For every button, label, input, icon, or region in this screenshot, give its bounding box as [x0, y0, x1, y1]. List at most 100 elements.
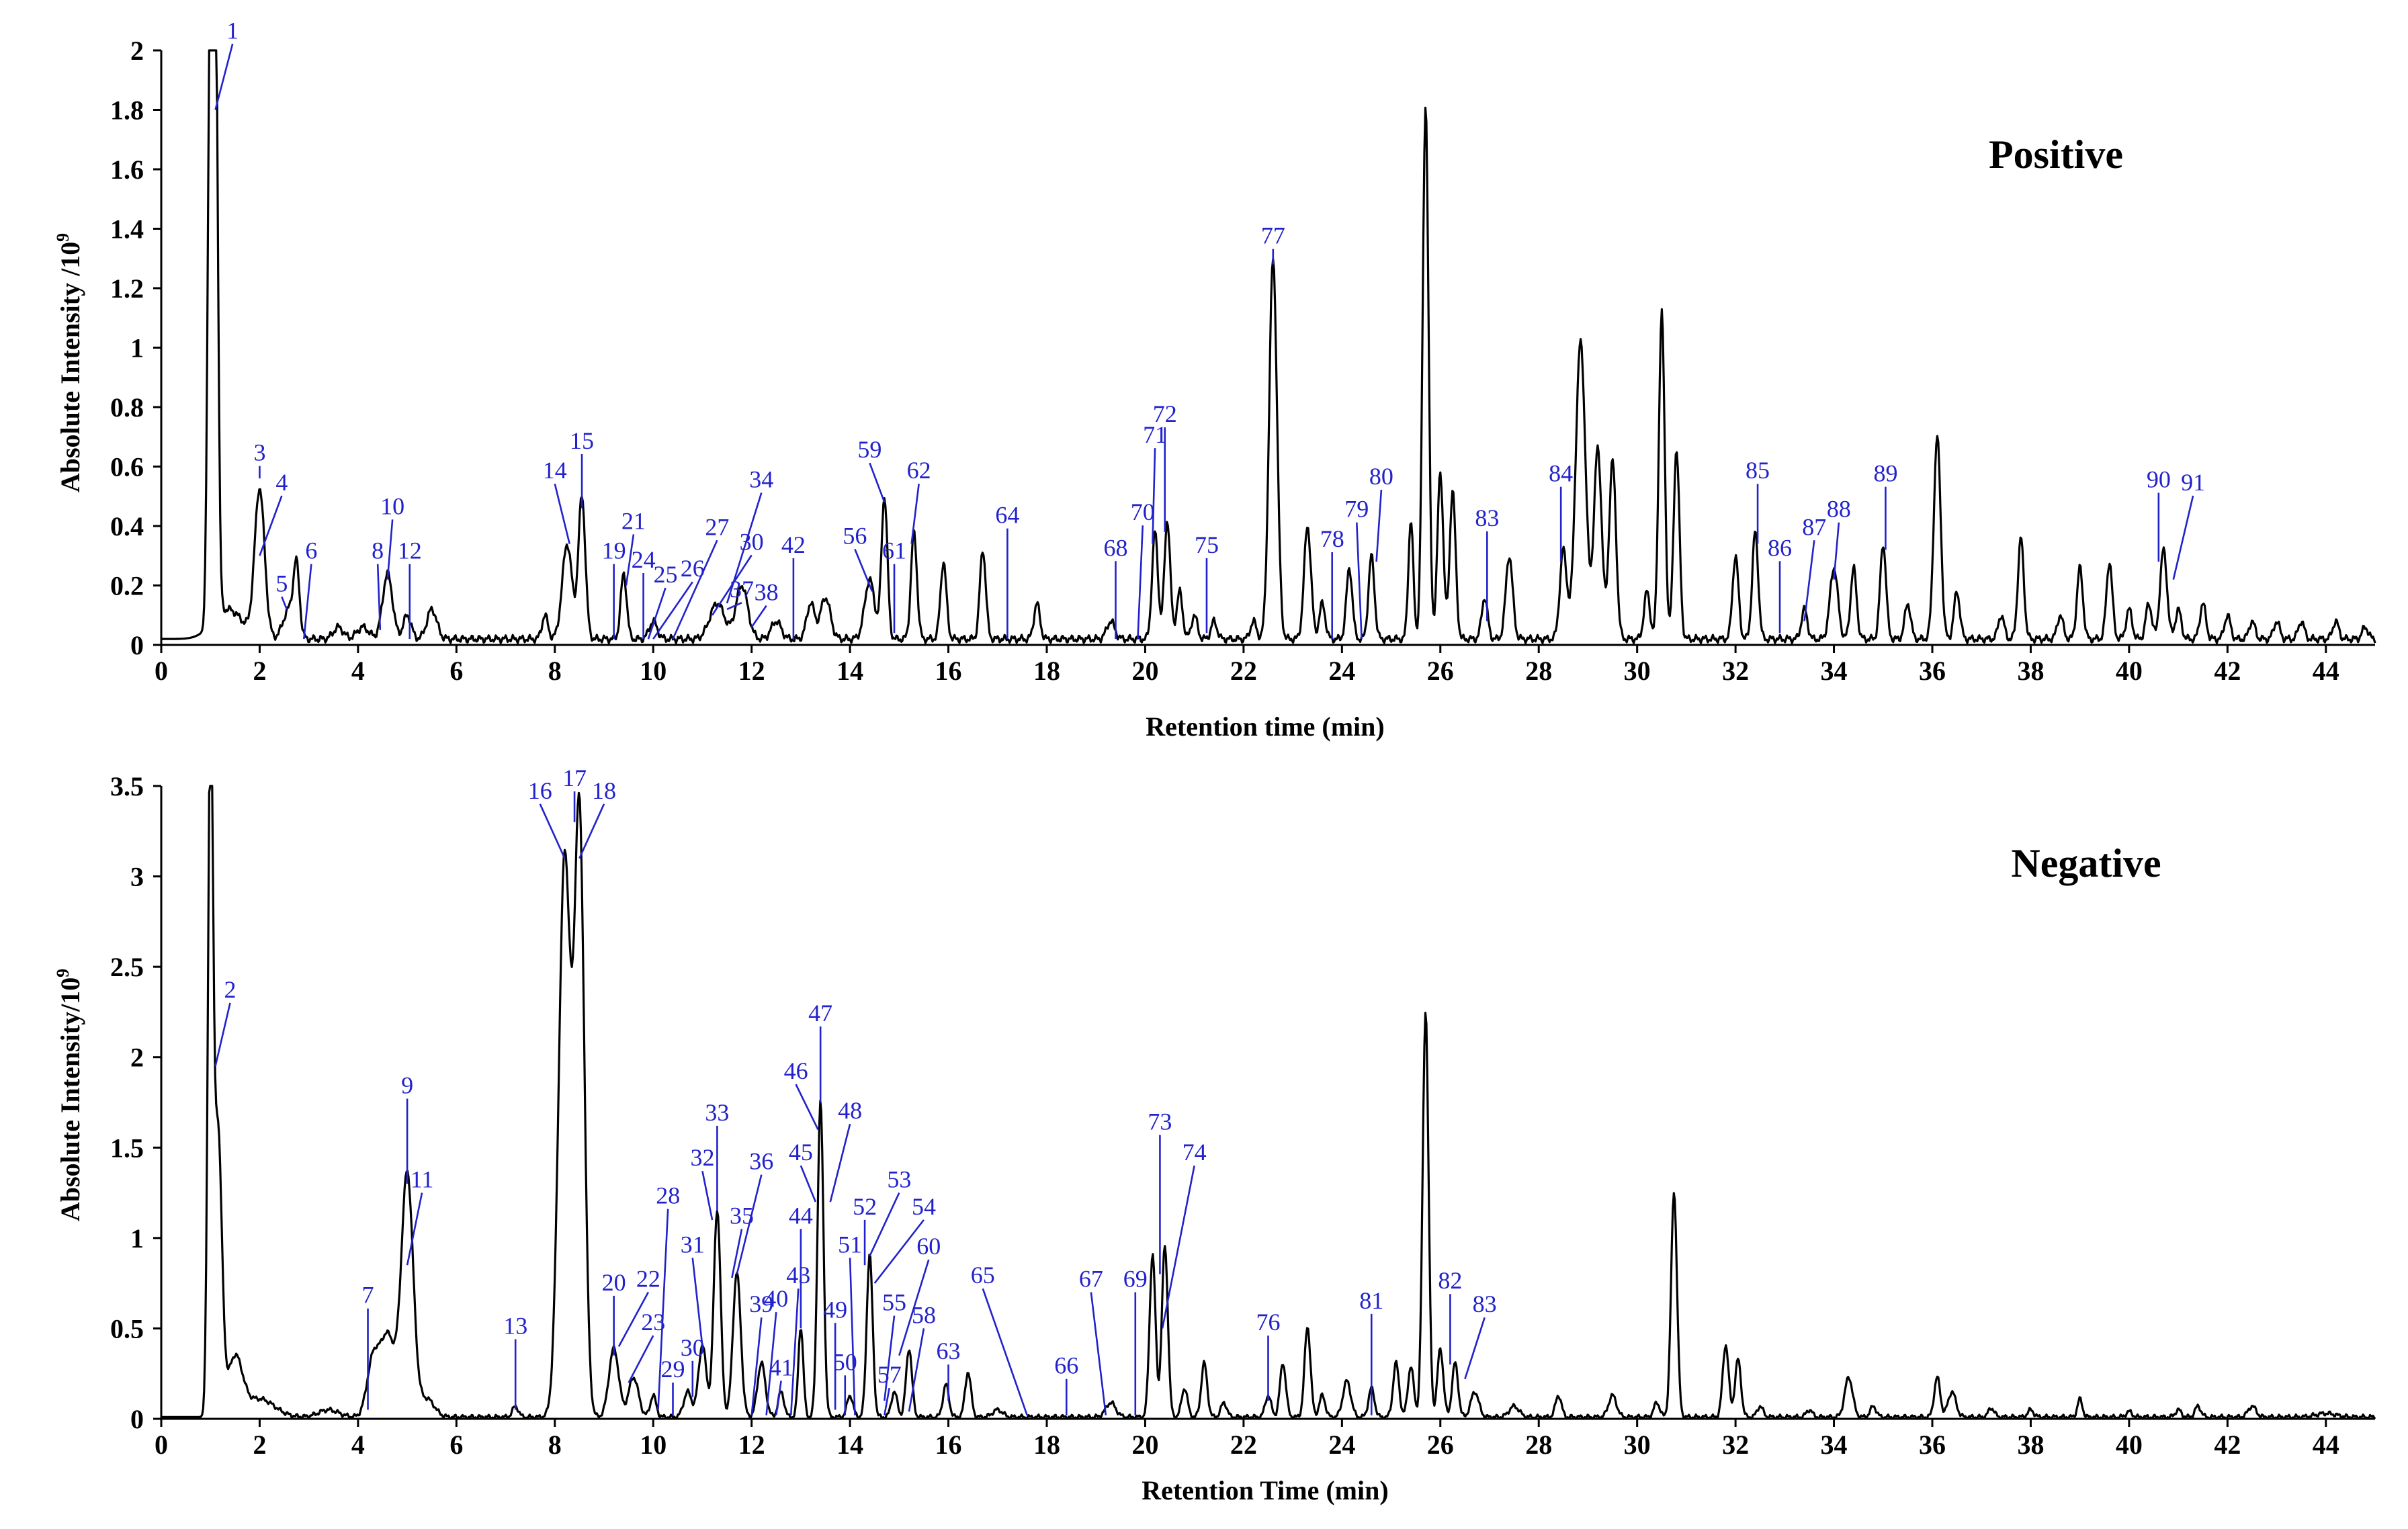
negative-y-ticks: 0 0.5 1 1.5 2 2.5 3 3.5 — [110, 771, 161, 1434]
positive-peak-label: 71 — [1143, 421, 1167, 448]
positive-peak-label: 15 — [570, 427, 594, 454]
negative-peak-leader — [869, 1192, 900, 1257]
negative-peak-leader — [750, 1317, 763, 1415]
negative-x-tick-label: 20 — [1131, 1430, 1158, 1460]
positive-x-ticks: 0 2 4 6 8 10 12 14 16 18 20 22 24 26 28 30 32 34 36 38 40 42 4… — [155, 645, 2339, 686]
positive-peak-leader — [1833, 522, 1840, 580]
negative-peak-leader — [789, 1288, 800, 1415]
negative-peak-label: 49 — [823, 1296, 847, 1323]
positive-peak-leader — [869, 462, 886, 503]
positive-x-tick-label: 16 — [935, 656, 962, 686]
negative-x-tick-label: 44 — [2313, 1430, 2339, 1460]
positive-peak-label: 91 — [2181, 469, 2205, 496]
positive-peak-label: 78 — [1320, 525, 1344, 552]
negative-x-tick-label: 24 — [1328, 1430, 1355, 1460]
negative-y-tick-label: 0 — [130, 1404, 144, 1434]
positive-peak-label: 12 — [398, 537, 422, 564]
negative-x-tick-label: 8 — [548, 1430, 562, 1460]
positive-x-tick-label: 40 — [2116, 656, 2143, 686]
positive-x-tick-label: 4 — [351, 656, 365, 686]
negative-peak-leader — [1464, 1317, 1486, 1380]
positive-peak-leader — [1375, 489, 1383, 562]
positive-peak-label: 10 — [380, 492, 404, 519]
negative-x-tick-label: 36 — [1919, 1430, 1946, 1460]
positive-peak-leader — [2172, 495, 2194, 580]
negative-x-tick-label: 18 — [1033, 1430, 1060, 1460]
positive-peak-leader — [386, 519, 394, 580]
positive-peak-label: 26 — [681, 555, 705, 582]
negative-peak-leader — [898, 1259, 930, 1356]
negative-x-tick-label: 6 — [449, 1430, 463, 1460]
negative-peak-leader — [849, 1258, 856, 1415]
negative-x-tick-label: 26 — [1427, 1430, 1454, 1460]
negative-x-tick-label: 2 — [253, 1430, 266, 1460]
negative-peak-leader — [884, 1315, 896, 1401]
positive-peak-label: 21 — [621, 507, 646, 534]
negative-peak-label: 22 — [636, 1266, 660, 1293]
positive-peak-leader — [281, 596, 288, 610]
negative-peak-label: 32 — [690, 1144, 714, 1171]
negative-x-ticks: 0 2 4 6 8 10 12 14 16 18 20 22 24 26 28 30 32 34 36 38 40 42 4… — [155, 1419, 2339, 1460]
negative-ion-chromatogram: 0 2 4 6 8 10 12 14 16 18 20 22 24 26 28 30 32 34 36 38 40 42 4… — [53, 764, 2376, 1505]
positive-peak-label: 30 — [740, 528, 764, 555]
negative-peak-leader — [628, 1335, 654, 1383]
positive-peak-label: 19 — [602, 537, 626, 564]
negative-peak-label: 7 — [362, 1282, 374, 1309]
negative-mode-label: Negative — [2011, 841, 2161, 885]
negative-peak-label: 33 — [705, 1099, 729, 1126]
negative-y-tick-label: 1 — [130, 1223, 144, 1254]
positive-peak-label: 62 — [907, 457, 931, 484]
positive-y-tick-label: 1.4 — [110, 214, 144, 245]
positive-y-axis-title: Absolute Intensity /109 — [53, 233, 85, 492]
positive-trace-layer — [161, 49, 2376, 644]
positive-peak-leader — [726, 492, 763, 604]
positive-peak-label: 38 — [755, 579, 779, 606]
positive-x-tick-label: 30 — [1624, 656, 1651, 686]
positive-peak-label: 72 — [1153, 400, 1177, 427]
positive-x-tick-label: 42 — [2214, 656, 2241, 686]
negative-peak-label: 73 — [1148, 1108, 1172, 1135]
negative-y-tick-label: 3.5 — [110, 771, 144, 801]
negative-axes — [160, 786, 2375, 1420]
positive-peak-leader — [259, 495, 283, 556]
negative-peak-leader — [775, 1381, 782, 1415]
positive-x-tick-label: 44 — [2313, 656, 2339, 686]
positive-x-tick-label: 8 — [548, 656, 562, 686]
negative-peak-leader — [1161, 1165, 1195, 1329]
positive-y-tick-label: 0 — [130, 630, 144, 660]
positive-y-tick-label: 1 — [130, 333, 144, 363]
negative-peak-leader — [617, 1291, 650, 1347]
negative-peak-leader — [795, 1084, 819, 1130]
negative-peak-label: 40 — [764, 1285, 788, 1312]
negative-peak-label: 46 — [784, 1057, 808, 1084]
negative-peak-label: 16 — [528, 777, 552, 804]
positive-x-tick-label: 38 — [2017, 656, 2044, 686]
positive-x-tick-label: 12 — [738, 656, 765, 686]
negative-peak-label: 52 — [853, 1193, 877, 1220]
negative-peak-leader — [1090, 1292, 1107, 1415]
negative-peak-leader — [982, 1288, 1028, 1416]
negative-peak-label: 55 — [882, 1289, 906, 1316]
negative-peak-leader — [214, 1002, 231, 1067]
positive-peak-label: 64 — [995, 502, 1019, 529]
negative-peak-leader — [657, 1209, 669, 1410]
negative-x-tick-label: 34 — [1821, 1430, 1848, 1460]
negative-peak-label: 36 — [749, 1148, 773, 1175]
negative-peak-label: 45 — [789, 1139, 813, 1166]
positive-x-tick-label: 2 — [253, 656, 266, 686]
negative-peak-label: 83 — [1473, 1291, 1497, 1317]
negative-peak-leader — [691, 1258, 703, 1347]
positive-x-axis-title: Retention time (min) — [1146, 711, 1384, 742]
negative-annotation-leaders — [214, 791, 1486, 1416]
negative-y-tick-label: 2 — [130, 1043, 144, 1073]
positive-x-tick-label: 34 — [1821, 656, 1848, 686]
negative-x-tick-label: 12 — [738, 1430, 765, 1460]
positive-x-tick-label: 18 — [1033, 656, 1060, 686]
positive-y-tick-label: 0.2 — [110, 571, 144, 601]
positive-y-tick-label: 1.2 — [110, 273, 144, 304]
negative-peak-leader — [578, 803, 605, 859]
negative-peak-label: 53 — [887, 1166, 911, 1192]
negative-peak-leader — [731, 1229, 743, 1278]
negative-peak-label: 66 — [1054, 1352, 1078, 1379]
